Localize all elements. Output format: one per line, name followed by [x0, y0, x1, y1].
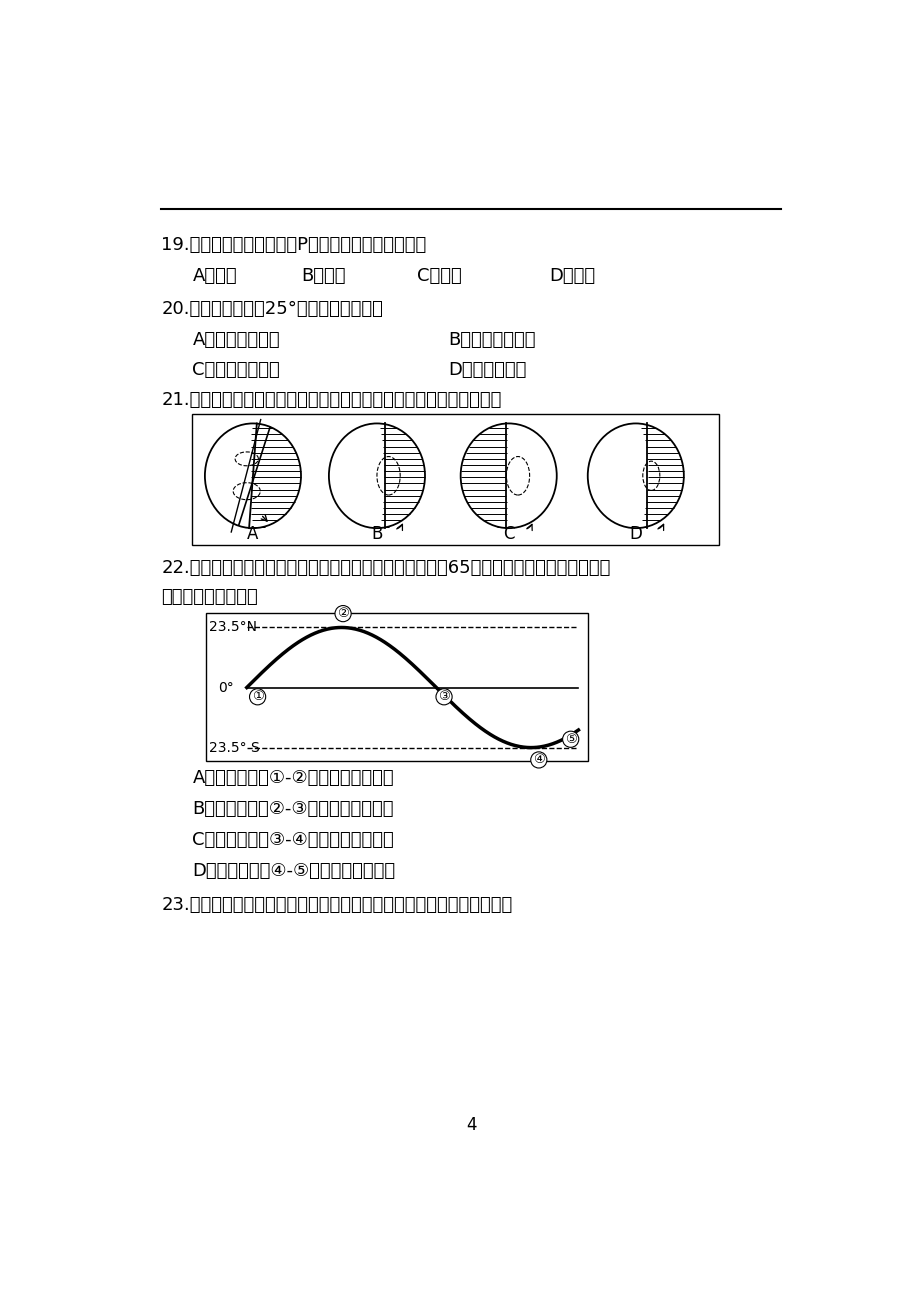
Text: C: C	[503, 525, 514, 543]
Text: D．直射点位于④-⑤之间，并向南移动: D．直射点位于④-⑤之间，并向南移动	[192, 862, 395, 880]
Text: C．直射点位于③-④之间，并向南移动: C．直射点位于③-④之间，并向南移动	[192, 831, 394, 849]
Text: 0°: 0°	[218, 681, 233, 694]
Text: 23.在下列各纬度中，一年中既没有太阳直射，又没有极昼极夜现象的是: 23.在下列各纬度中，一年中既没有太阳直射，又没有极昼极夜现象的是	[162, 896, 512, 914]
Text: C．秋分: C．秋分	[417, 267, 461, 285]
Text: A．春分: A．春分	[192, 267, 237, 285]
Text: A．直射点位于①-②之间，并向北移动: A．直射点位于①-②之间，并向北移动	[192, 769, 393, 788]
Text: B: B	[371, 525, 382, 543]
Ellipse shape	[205, 423, 301, 529]
Text: 19.当太阳直射点位于图中P点时，北半球的节气应是: 19.当太阳直射点位于图中P点时，北半球的节气应是	[162, 236, 426, 254]
Text: ③: ③	[437, 690, 449, 703]
Text: 4: 4	[466, 1116, 476, 1134]
Text: B．温带范围变大: B．温带范围变大	[448, 331, 535, 349]
Bar	[206, 613, 587, 760]
Ellipse shape	[329, 423, 425, 529]
Text: 23.5°N: 23.5°N	[209, 621, 256, 634]
Text: D．与现在相同: D．与现在相同	[448, 361, 526, 379]
Ellipse shape	[587, 423, 683, 529]
Bar	[192, 414, 719, 546]
Text: 射点的说法正确的是: 射点的说法正确的是	[162, 589, 258, 607]
Text: D．冬至: D．冬至	[549, 267, 595, 285]
Text: B．夏至: B．夏至	[301, 267, 346, 285]
Text: ④: ④	[532, 754, 544, 767]
Text: ⑤: ⑤	[564, 733, 576, 746]
Text: D: D	[629, 525, 641, 543]
Text: 23.5° S: 23.5° S	[209, 741, 259, 755]
Text: 21.下列四幅图中（阴影表示夜半球），能正确表示北半球夏至日的是: 21.下列四幅图中（阴影表示夜半球），能正确表示北半球夏至日的是	[162, 391, 502, 409]
Text: A: A	[247, 525, 258, 543]
Text: B．直射点位于②-③之间，并向北移动: B．直射点位于②-③之间，并向北移动	[192, 801, 393, 818]
Text: 22.下图是太阳直射点在地球表面移动示意图。在我们祖国65周年庆贺日，下列有关太阳直: 22.下图是太阳直射点在地球表面移动示意图。在我们祖国65周年庆贺日，下列有关太…	[162, 559, 610, 577]
Text: C．寒带范围变大: C．寒带范围变大	[192, 361, 280, 379]
Text: ②: ②	[336, 607, 348, 620]
Ellipse shape	[460, 423, 556, 529]
Text: 20.若黄赤交角变为25°时，地球上五带中: 20.若黄赤交角变为25°时，地球上五带中	[162, 299, 383, 318]
Text: ①: ①	[252, 690, 263, 703]
Text: A．热带范围变小: A．热带范围变小	[192, 331, 279, 349]
